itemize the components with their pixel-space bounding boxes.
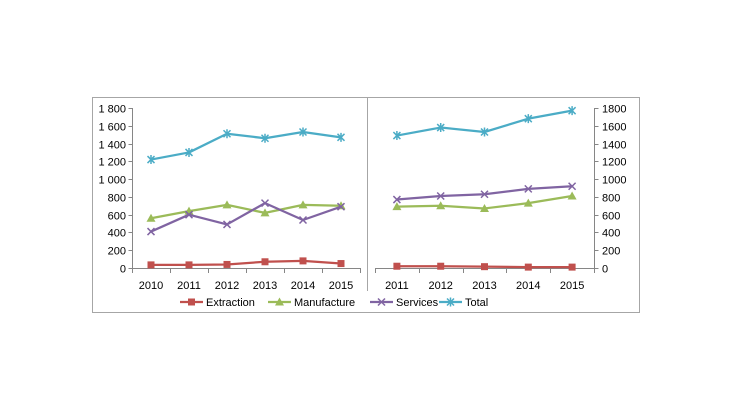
- left-y-tick-label: 200: [108, 246, 126, 258]
- right-total-point: [436, 123, 445, 133]
- left-extraction-point: [337, 260, 345, 268]
- right-y-tick-label: 1600: [602, 122, 626, 134]
- right-services-point: [524, 184, 533, 193]
- right-x-tick-label: 2013: [472, 280, 496, 292]
- left-services-point: [184, 210, 194, 219]
- left-manufacture-line: [149, 203, 343, 220]
- legend-services-label: Services: [396, 297, 439, 309]
- legend-manufacture-marker: [275, 297, 284, 306]
- right-total-point: [480, 127, 489, 137]
- left-y-tick-label: 800: [108, 193, 126, 205]
- right-y-tick-label: 0: [602, 264, 608, 276]
- left-y-tick-label: 1 800: [98, 104, 126, 116]
- legend-extraction-marker: [188, 298, 195, 306]
- right-manufacture-point: [480, 203, 489, 212]
- left-manufacture-point: [146, 213, 156, 222]
- left-x-tick-label: 2011: [177, 280, 201, 292]
- right-x-tick-label: 2011: [385, 280, 409, 292]
- left-y-tick-label: 1 200: [98, 157, 126, 169]
- right-extraction-point: [437, 262, 445, 270]
- legend-total-label: Total: [465, 297, 488, 309]
- right-extraction-point: [393, 262, 401, 270]
- right-y-tick-label: 1000: [602, 175, 626, 187]
- right-extraction-point: [524, 263, 532, 271]
- right-y-tick-label: 200: [602, 246, 620, 258]
- right-y-tick-label: 1400: [602, 140, 626, 152]
- left-services-point: [222, 220, 232, 229]
- left-extraction-point: [223, 260, 231, 268]
- left-manufacture-point: [222, 200, 232, 209]
- left-extraction-point: [185, 261, 193, 269]
- left-extraction-line: [149, 259, 343, 267]
- left-x-tick-label: 2012: [215, 280, 239, 292]
- right-manufacture-point: [567, 191, 577, 200]
- right-manufacture-point: [436, 201, 446, 210]
- right-manufacture-point: [523, 198, 533, 207]
- legend: Extraction Manufacture Services Total: [180, 297, 488, 309]
- left-y-tick-label: 0: [120, 264, 126, 276]
- left-total-point: [298, 127, 308, 137]
- legend-services-marker: [377, 297, 386, 307]
- left-extraction-point: [147, 261, 155, 269]
- left-manufacture-point: [298, 200, 308, 209]
- left-total-point: [184, 147, 194, 157]
- legend-total-marker: [446, 297, 455, 307]
- left-x-tick-label: 2013: [253, 280, 277, 292]
- left-y-tick-label: 400: [108, 228, 126, 240]
- right-x-tick-label: 2014: [516, 280, 540, 292]
- left-x-tick-label: 2014: [291, 280, 315, 292]
- left-total-point: [336, 132, 346, 142]
- right-x-tick-label: 2012: [428, 280, 452, 292]
- left-y-tick-label: 1 000: [98, 175, 126, 187]
- left-services-point: [260, 199, 270, 208]
- right-y-tick-label: 800: [602, 193, 620, 205]
- right-services-point: [392, 195, 401, 204]
- left-x-tick-label: 2010: [139, 280, 163, 292]
- left-y-tick-label: 600: [108, 211, 126, 223]
- right-services-point: [436, 191, 445, 201]
- right-x-tick-label: 2015: [560, 280, 584, 292]
- right-manufacture-point: [392, 202, 402, 211]
- left-y-tick-label: 1 400: [98, 140, 126, 152]
- chart-frame: [92, 97, 640, 313]
- right-y-tick-label: 600: [602, 211, 620, 223]
- left-x-tick-label: 2015: [329, 280, 353, 292]
- right-total-point: [392, 131, 401, 141]
- left-extraction-point: [299, 257, 307, 265]
- left-services-point: [298, 215, 308, 225]
- left-services-line: [149, 201, 343, 233]
- right-services-point: [480, 190, 489, 199]
- right-y-tick-label: 1800: [602, 104, 626, 116]
- left-services-point: [146, 227, 156, 236]
- right-total-point: [524, 114, 533, 124]
- right-panel: 0 200 400 600 800 1000 1200 1400 1600 1800 2011 201…: [375, 104, 626, 292]
- left-y-tick-label: 1 600: [98, 122, 126, 134]
- left-total-point: [146, 155, 156, 165]
- right-y-tick-label: 400: [602, 228, 620, 240]
- left-total-line: [149, 130, 343, 161]
- legend-manufacture-label: Manufacture: [294, 297, 355, 309]
- left-extraction-point: [261, 258, 269, 266]
- left-panel: 0 200 400 600 800 1 000 1 200 1 400 1 600 1 800 20…: [98, 104, 361, 292]
- right-services-point: [568, 182, 577, 191]
- left-total-point: [260, 133, 270, 143]
- left-services-point: [336, 202, 346, 211]
- left-total-point: [222, 129, 232, 139]
- left-manufacture-point: [260, 208, 270, 217]
- right-extraction-point: [481, 263, 488, 271]
- right-extraction-point: [568, 263, 576, 271]
- right-total-point: [568, 106, 577, 116]
- right-y-tick-label: 1200: [602, 157, 626, 169]
- legend-extraction-label: Extraction: [206, 297, 255, 309]
